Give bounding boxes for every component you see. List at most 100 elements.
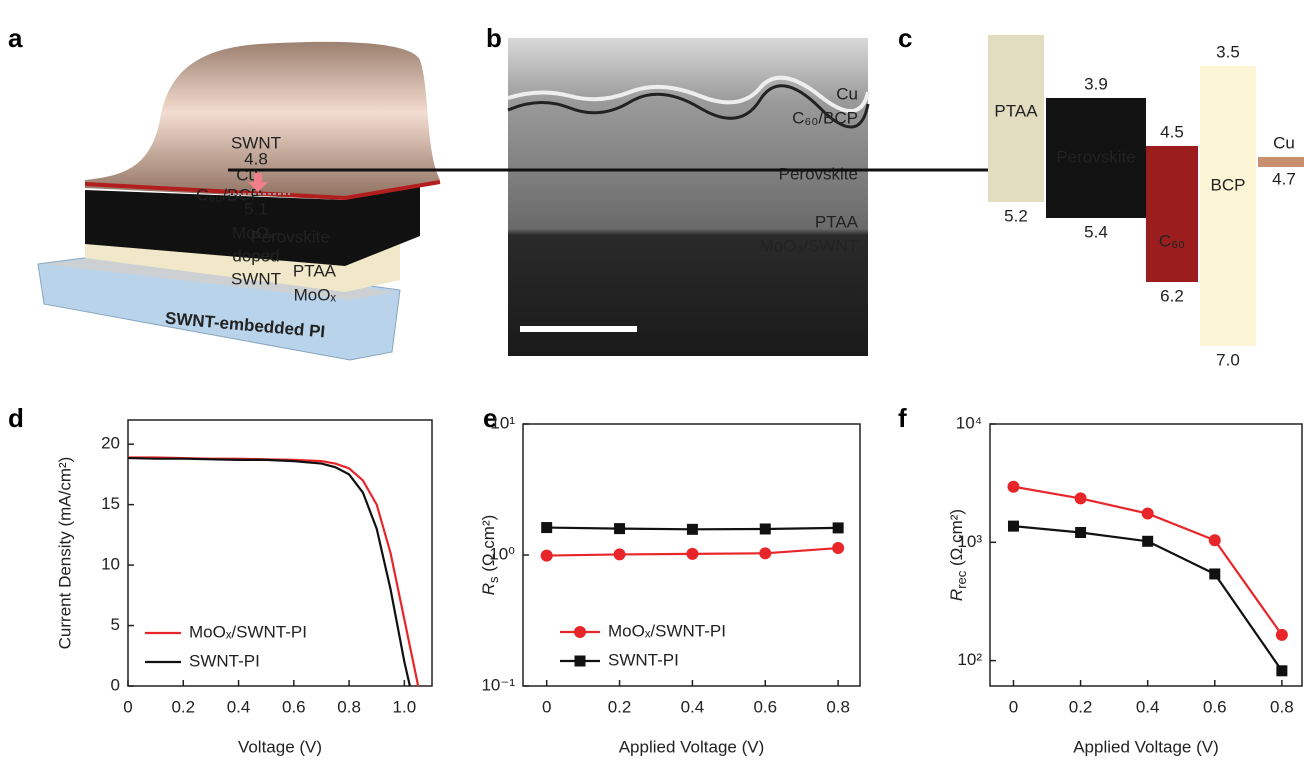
- level-value: 6.2: [1160, 286, 1184, 305]
- level-value: 5.1: [244, 199, 268, 218]
- legend-label: SWNT-PI: [608, 650, 679, 669]
- marker: [1007, 480, 1020, 493]
- y-axis-label: Rs (Ω cm²): [479, 515, 501, 596]
- sem-label: MoO₃/SWNT: [759, 236, 858, 255]
- y-tick-label: 10⁰: [489, 544, 515, 563]
- bar-label: Cu: [1273, 133, 1295, 152]
- x-tick-label: 1.0: [393, 697, 417, 716]
- y-axis-label: Rrec (Ω cm²): [947, 509, 969, 601]
- y-axis-symbol: R: [479, 583, 498, 595]
- level-label: SWNT: [231, 269, 281, 288]
- marker: [832, 522, 844, 534]
- level-label: MoOₓ-: [232, 223, 280, 242]
- legend-label: SWNT-PI: [189, 651, 260, 670]
- y-axis-subscript: s: [486, 576, 501, 583]
- sem-label: PI: [842, 284, 858, 303]
- sem-label: Perovskite: [779, 164, 858, 183]
- y-axis-unit: (Ω cm²): [947, 509, 966, 571]
- marker: [1275, 628, 1288, 641]
- bar-label: PTAA: [994, 101, 1038, 120]
- x-tick-label: 0.4: [1136, 697, 1160, 716]
- series-line: [1013, 525, 1283, 672]
- y-tick-label: 10⁴: [956, 413, 982, 432]
- x-tick-label: 0: [123, 697, 132, 716]
- panel-letter: a: [8, 23, 23, 53]
- level-value: 4.7: [1272, 169, 1296, 188]
- panel-letter: e: [483, 403, 497, 433]
- panel-letter: b: [486, 23, 502, 53]
- x-tick-label: 0.2: [608, 697, 632, 716]
- marker: [1007, 520, 1019, 532]
- y-tick-label: 20: [101, 434, 120, 453]
- x-axis-label: Voltage (V): [238, 737, 322, 756]
- x-tick-label: 0.8: [337, 697, 361, 716]
- shift-arrow: [248, 173, 268, 192]
- y-axis-unit: (Ω cm²): [479, 515, 498, 577]
- x-tick-label: 0.8: [1270, 697, 1294, 716]
- layer-label: Perovskite: [250, 227, 329, 246]
- series-line: [128, 456, 420, 687]
- y-axis-subscript: rec: [954, 570, 969, 589]
- x-axis-label: Applied Voltage (V): [1073, 737, 1219, 756]
- marker: [759, 547, 772, 560]
- marker: [1074, 492, 1087, 505]
- marker: [541, 522, 553, 534]
- series-line: [127, 456, 411, 687]
- panel-letter: f: [898, 403, 907, 433]
- energy-bar: [1046, 98, 1146, 218]
- level-value: 5.2: [1004, 206, 1028, 225]
- y-tick-label: 10: [101, 555, 120, 574]
- energy-bar: [1200, 66, 1256, 346]
- legend-label: MoOₓ/SWNT-PI: [608, 621, 726, 640]
- layer-label: MoOₓ: [294, 285, 337, 304]
- y-tick-label: 10²: [957, 650, 982, 669]
- y-tick-label: 10⁻¹: [481, 675, 515, 694]
- x-tick-label: 0.2: [1069, 697, 1093, 716]
- energy-bar: [1146, 146, 1198, 282]
- energy-bar: [988, 35, 1044, 202]
- legend-marker: [574, 655, 586, 667]
- panel-letter: c: [898, 23, 912, 53]
- level-value: 3.9: [1084, 74, 1108, 93]
- x-tick-label: 0.8: [826, 697, 850, 716]
- y-tick-label: 15: [101, 494, 120, 513]
- level-value: 5.4: [1084, 222, 1108, 241]
- y-axis-label: Current Density (mA/cm²): [55, 457, 74, 650]
- y-axis-symbol: R: [947, 589, 966, 601]
- marker: [759, 523, 771, 535]
- marker: [686, 523, 698, 535]
- device-drawing: [37, 41, 441, 361]
- bar-label: Perovskite: [1056, 147, 1135, 166]
- cu-level: [1258, 157, 1304, 167]
- sem-label: C₆₀/BCP: [792, 108, 858, 127]
- sem-label: PTAA: [815, 212, 859, 231]
- level-value: 7.0: [1216, 350, 1240, 369]
- level-label: doped: [232, 246, 279, 265]
- y-tick-label: 10³: [957, 532, 982, 551]
- marker: [1209, 568, 1221, 580]
- bar-label: BCP: [1211, 175, 1246, 194]
- plot-frame: [127, 419, 433, 687]
- marker: [1208, 534, 1221, 547]
- marker: [614, 523, 626, 535]
- marker: [540, 549, 553, 562]
- y-tick-label: 0: [111, 675, 120, 694]
- legend-marker: [574, 626, 586, 638]
- sem-image: [507, 38, 870, 356]
- plot-frame: [989, 423, 1303, 687]
- x-tick-label: 0.4: [227, 697, 251, 716]
- marker: [1141, 507, 1154, 520]
- marker: [832, 542, 845, 555]
- marker: [1276, 665, 1288, 677]
- sem-label: Cu: [836, 84, 858, 103]
- x-tick-label: 0.4: [681, 697, 705, 716]
- layer-label: PTAA: [293, 261, 337, 280]
- x-tick-label: 0: [542, 697, 551, 716]
- marker: [686, 547, 699, 560]
- panel-letter: d: [8, 403, 24, 433]
- x-axis-label: Applied Voltage (V): [619, 737, 765, 756]
- marker: [1075, 527, 1087, 539]
- y-tick-label: 10¹: [490, 413, 515, 432]
- legend-label: MoOₓ/SWNT-PI: [189, 622, 307, 641]
